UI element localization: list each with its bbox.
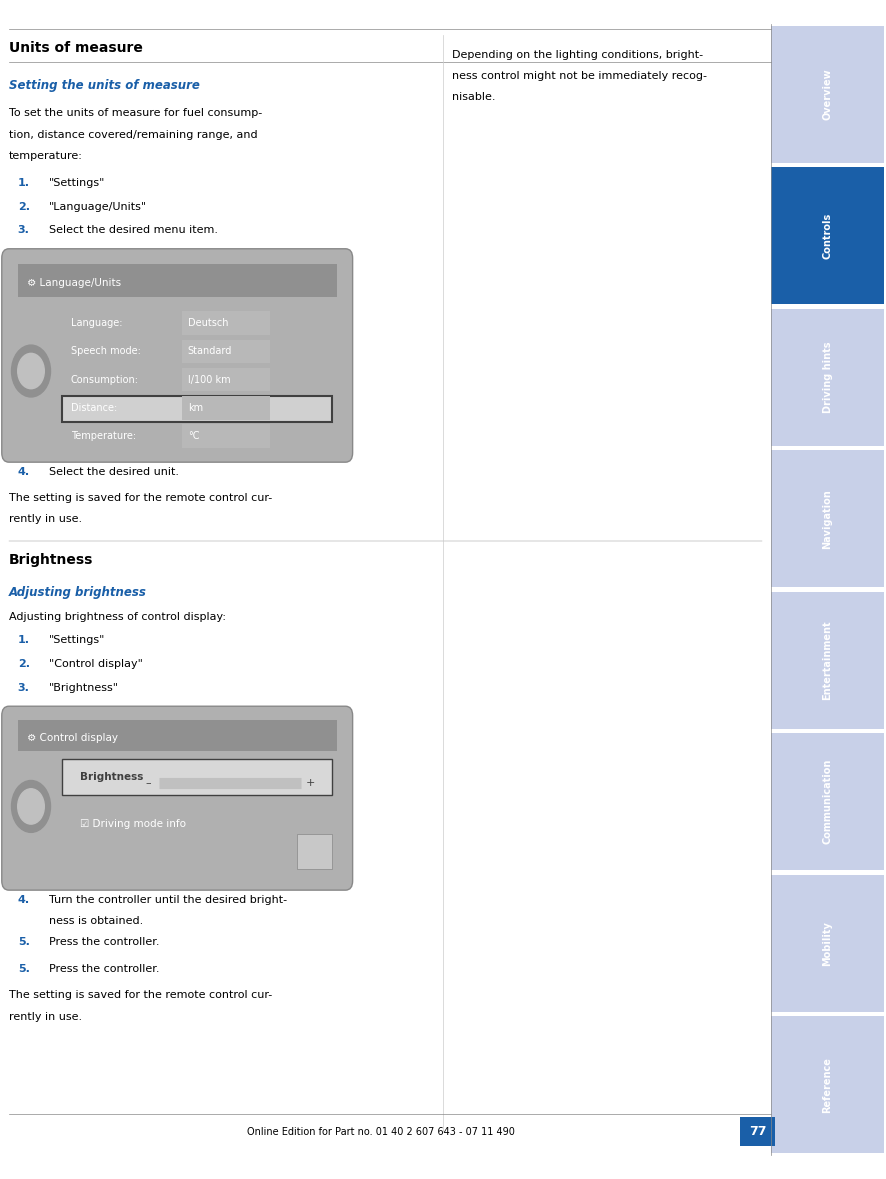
Text: Deutsch: Deutsch [188, 318, 229, 328]
Text: °C: °C [188, 432, 199, 441]
Text: "Control display": "Control display" [49, 659, 143, 668]
Text: Press the controller.: Press the controller. [49, 964, 159, 974]
FancyBboxPatch shape [771, 733, 884, 870]
Text: Consumption:: Consumption: [71, 375, 139, 384]
Text: 1.: 1. [18, 178, 30, 187]
Text: ness control might not be immediately recog-: ness control might not be immediately re… [452, 71, 707, 80]
Text: Adjusting brightness of control display:: Adjusting brightness of control display: [9, 612, 226, 621]
Text: Depending on the lighting conditions, bright-: Depending on the lighting conditions, br… [452, 50, 703, 59]
Text: ness is obtained.: ness is obtained. [49, 916, 143, 926]
Text: ⚙ Language/Units: ⚙ Language/Units [27, 278, 120, 288]
Text: Online Edition for Part no. 01 40 2 607 643 - 07 11 490: Online Edition for Part no. 01 40 2 607 … [247, 1127, 515, 1137]
Text: ⚙ Control display: ⚙ Control display [27, 733, 118, 743]
Text: "Settings": "Settings" [49, 178, 105, 187]
FancyBboxPatch shape [771, 450, 884, 587]
Text: Press the controller.: Press the controller. [49, 937, 159, 947]
Text: 2.: 2. [18, 659, 30, 668]
Circle shape [12, 780, 51, 832]
Circle shape [12, 345, 51, 397]
Text: Brightness: Brightness [80, 772, 144, 782]
Text: rently in use.: rently in use. [9, 1012, 82, 1021]
Circle shape [18, 354, 44, 389]
FancyBboxPatch shape [2, 706, 353, 890]
Text: To set the units of measure for fuel consump-: To set the units of measure for fuel con… [9, 108, 262, 118]
Text: "Settings": "Settings" [49, 635, 105, 645]
Text: tion, distance covered/remaining range, and: tion, distance covered/remaining range, … [9, 130, 258, 139]
Bar [62, 759, 332, 795]
Text: Mobility: Mobility [822, 921, 833, 966]
Text: The setting is saved for the remote control cur-: The setting is saved for the remote cont… [9, 990, 272, 1000]
Bar [182, 340, 270, 363]
FancyBboxPatch shape [771, 167, 884, 304]
Text: 3.: 3. [18, 225, 29, 235]
Text: Turn the controller until the desired bright-: Turn the controller until the desired br… [49, 895, 287, 904]
Text: Reference: Reference [822, 1056, 833, 1113]
Text: "Brightness": "Brightness" [49, 683, 119, 692]
Text: km: km [188, 403, 203, 413]
Bar [18, 720, 337, 751]
Text: ☑ Driving mode info: ☑ Driving mode info [80, 819, 186, 829]
Bar [740, 1117, 775, 1146]
Text: Entertainment: Entertainment [822, 620, 833, 700]
Text: The setting is saved for the remote control cur-: The setting is saved for the remote cont… [9, 493, 272, 502]
Text: Navigation: Navigation [822, 489, 833, 548]
Bar [297, 834, 332, 869]
Text: Setting the units of measure: Setting the units of measure [9, 79, 199, 92]
Text: Driving hints: Driving hints [822, 342, 833, 413]
Text: Brightness: Brightness [9, 553, 93, 567]
FancyBboxPatch shape [771, 592, 884, 729]
Bar [182, 396, 270, 420]
Text: Units of measure: Units of measure [9, 41, 143, 55]
Bar [182, 424, 270, 448]
Text: "Language/Units": "Language/Units" [49, 202, 147, 211]
Text: Controls: Controls [822, 212, 833, 259]
Text: Language:: Language: [71, 318, 122, 328]
Text: +: + [306, 778, 315, 788]
Text: Select the desired menu item.: Select the desired menu item. [49, 225, 218, 235]
Text: Select the desired unit.: Select the desired unit. [49, 467, 179, 476]
FancyBboxPatch shape [771, 1016, 884, 1153]
FancyBboxPatch shape [771, 875, 884, 1012]
Text: Overview: Overview [822, 68, 833, 120]
Text: 4.: 4. [18, 895, 30, 904]
Text: rently in use.: rently in use. [9, 514, 82, 523]
Bar [62, 806, 332, 839]
Text: 77: 77 [749, 1125, 766, 1138]
Text: nisable.: nisable. [452, 92, 495, 101]
Text: 5.: 5. [18, 937, 29, 947]
Text: l/100 km: l/100 km [188, 375, 230, 384]
Bar [18, 264, 337, 297]
Bar [182, 311, 270, 335]
Text: temperature:: temperature: [9, 151, 82, 160]
FancyBboxPatch shape [771, 309, 884, 446]
FancyBboxPatch shape [771, 26, 884, 163]
Text: 4.: 4. [18, 467, 30, 476]
Text: Communication: Communication [822, 759, 833, 844]
Text: 3.: 3. [18, 683, 29, 692]
FancyBboxPatch shape [2, 249, 353, 462]
Text: Standard: Standard [188, 347, 232, 356]
Text: 2.: 2. [18, 202, 30, 211]
Bar [62, 396, 332, 422]
Text: Distance:: Distance: [71, 403, 117, 413]
Text: Adjusting brightness: Adjusting brightness [9, 586, 147, 599]
Text: 1.: 1. [18, 635, 30, 645]
Text: –: – [145, 778, 151, 788]
Bar [182, 368, 270, 391]
Circle shape [18, 789, 44, 824]
Text: 5.: 5. [18, 964, 29, 974]
Text: Temperature:: Temperature: [71, 432, 136, 441]
Text: Speech mode:: Speech mode: [71, 347, 141, 356]
